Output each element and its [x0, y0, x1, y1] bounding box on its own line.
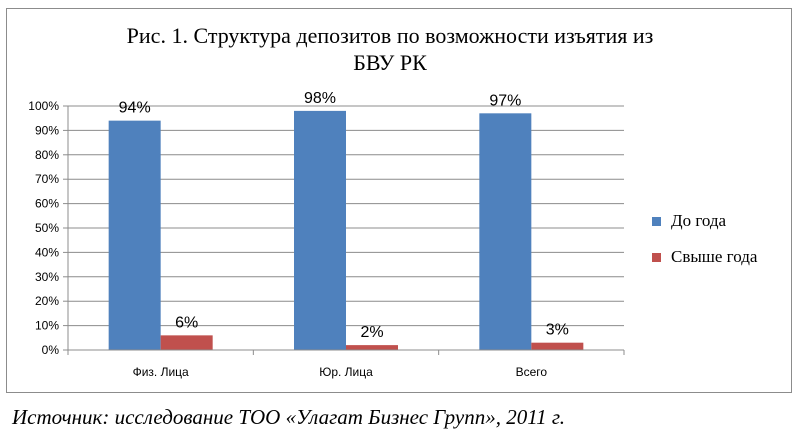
bar — [160, 335, 213, 350]
chart-title: Рис. 1. Структура депозитов по возможнос… — [90, 22, 690, 76]
bar — [108, 120, 161, 350]
bar — [294, 110, 346, 350]
y-tick-label: 70% — [35, 172, 59, 186]
y-tick-label: 60% — [35, 197, 59, 211]
data-label: 3% — [546, 322, 569, 339]
y-tick-label: 40% — [35, 245, 59, 259]
legend-item-svyshe-goda: Свыше года — [652, 246, 792, 268]
x-tick-label: Физ. Лица — [133, 365, 189, 379]
chart-title-line-1: Рис. 1. Структура депозитов по возможнос… — [126, 23, 654, 48]
legend-swatch-svyshe-goda — [652, 252, 661, 262]
x-tick-label: Всего — [516, 365, 548, 379]
bar — [346, 345, 398, 350]
legend-label-svyshe-goda: Свыше года — [671, 247, 758, 266]
legend-item-do-goda: До года — [652, 210, 792, 232]
data-label: 6% — [175, 314, 198, 331]
chart-title-line-2: БВУ РК — [353, 50, 427, 75]
y-tick-label: 20% — [35, 294, 59, 308]
data-label: 97% — [489, 92, 521, 109]
y-tick-label: 50% — [35, 221, 59, 235]
y-tick-label: 80% — [35, 148, 59, 162]
bar — [531, 342, 584, 350]
data-label: 98% — [304, 90, 336, 107]
y-tick-label: 10% — [35, 319, 59, 333]
y-tick-label: 90% — [35, 123, 59, 137]
data-label: 94% — [119, 100, 151, 117]
bar — [479, 113, 532, 350]
legend-label-do-goda: До года — [671, 211, 727, 230]
y-tick-label: 100% — [28, 99, 59, 113]
legend: До года Свыше года — [652, 210, 792, 282]
legend-swatch-do-goda — [652, 216, 661, 226]
y-tick-label: 30% — [35, 270, 59, 284]
y-tick-label: 0% — [42, 343, 60, 357]
source-note: Источник: исследование ТОО «Улагат Бизне… — [12, 405, 566, 429]
x-tick-label: Юр. Лица — [319, 365, 373, 379]
data-label: 2% — [360, 324, 383, 341]
